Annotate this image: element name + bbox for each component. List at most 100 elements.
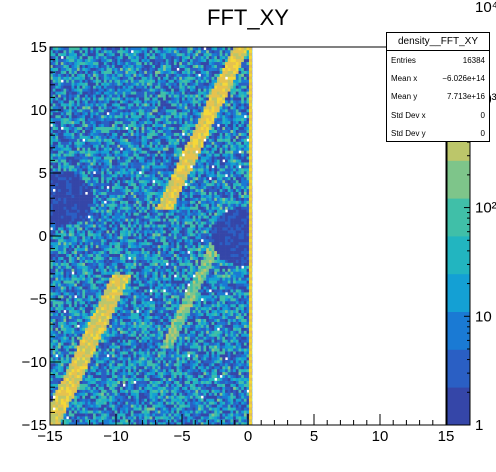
heatmap-cell — [198, 345, 202, 349]
heatmap-cell — [181, 306, 185, 311]
heatmap-cell — [214, 342, 218, 346]
heatmap-cell — [157, 318, 161, 322]
heatmap-cell — [136, 256, 140, 260]
heatmap-cell — [85, 389, 88, 393]
heatmap-cell — [176, 324, 180, 328]
heatmap-cell — [163, 227, 167, 231]
heatmap-cell — [160, 250, 164, 255]
heatmap-cell — [146, 360, 150, 364]
heatmap-cell — [138, 401, 142, 405]
heatmap-cell — [230, 377, 234, 381]
heatmap-cell — [246, 303, 250, 308]
heatmap-cell — [246, 230, 250, 234]
heatmap-cell — [160, 256, 164, 260]
heatmap-cell — [241, 357, 245, 361]
heatmap-cell — [241, 404, 245, 408]
heatmap-cell — [130, 292, 134, 296]
heatmap-cell — [165, 383, 169, 387]
heatmap-cell — [246, 300, 250, 305]
heatmap-cell — [58, 230, 62, 234]
heatmap-cell — [155, 233, 159, 237]
heatmap-cell — [101, 345, 105, 349]
heatmap-cell — [171, 380, 175, 384]
heatmap-cell — [219, 362, 223, 367]
heatmap-cell — [149, 410, 153, 414]
heatmap-cell — [63, 244, 67, 249]
heatmap-cell — [152, 333, 156, 337]
heatmap-cell — [203, 318, 207, 322]
heatmap-cell — [114, 312, 118, 317]
heatmap-cell — [179, 271, 183, 275]
heatmap-cell — [149, 398, 153, 402]
heatmap-cell — [230, 336, 234, 340]
heatmap-cell — [138, 374, 142, 379]
heatmap-cell — [168, 241, 172, 246]
heatmap-cell — [90, 422, 94, 426]
heatmap-cell — [241, 422, 245, 426]
heatmap-cell — [82, 298, 86, 302]
heatmap-cell — [155, 330, 159, 334]
heatmap-cell — [208, 295, 212, 299]
heatmap-cell — [136, 303, 140, 308]
heatmap-cell — [214, 244, 218, 249]
heatmap-cell — [243, 422, 247, 426]
heatmap-cell — [163, 342, 167, 346]
heatmap-cell — [163, 274, 167, 278]
heatmap-cell — [93, 315, 97, 319]
heatmap-cell — [165, 374, 169, 379]
heatmap-cell — [230, 233, 234, 237]
heatmap-cell — [103, 230, 107, 234]
heatmap-cell — [106, 333, 110, 337]
heatmap-cell — [152, 238, 156, 243]
heatmap-cell — [60, 380, 64, 384]
heatmap-cell — [198, 377, 202, 381]
heatmap-cell — [225, 280, 229, 284]
heatmap-cell — [76, 277, 80, 281]
heatmap-cell — [55, 241, 59, 246]
heatmap-cell — [103, 395, 107, 399]
heatmap-cell — [179, 389, 183, 393]
heatmap-cell — [219, 262, 223, 266]
heatmap-cell — [111, 362, 115, 367]
heatmap-cell — [219, 256, 223, 260]
heatmap-cell — [138, 298, 142, 302]
heatmap-cell — [230, 389, 234, 393]
heatmap-cell — [117, 374, 121, 379]
heatmap-cell — [238, 401, 242, 405]
heatmap-cell — [198, 360, 202, 364]
heatmap-cell — [120, 374, 123, 379]
heatmap-cell — [146, 306, 150, 311]
heatmap-cell — [233, 236, 237, 240]
heatmap-cell — [74, 330, 78, 334]
heatmap-cell — [95, 348, 99, 352]
heatmap-cell — [58, 247, 62, 252]
heatmap-cell — [128, 283, 132, 287]
heatmap-cell — [246, 339, 250, 343]
heatmap-cell — [233, 292, 237, 296]
heatmap-cell — [101, 324, 105, 328]
heatmap-cell — [238, 333, 242, 337]
heatmap-cell — [98, 342, 102, 346]
heatmap-cell — [125, 289, 129, 293]
heatmap-cell — [149, 309, 153, 314]
heatmap-cell — [211, 422, 215, 426]
heatmap-cell — [176, 380, 180, 384]
heatmap-cell — [198, 318, 202, 322]
heatmap-cell — [230, 277, 234, 281]
heatmap-cell — [74, 324, 78, 328]
heatmap-cell — [141, 419, 145, 423]
heatmap-cell — [138, 277, 142, 281]
heatmap-cell — [52, 324, 56, 328]
heatmap-cell — [103, 227, 107, 231]
heatmap-cell — [138, 253, 142, 257]
heatmap-cell — [71, 241, 75, 246]
heatmap-cell — [243, 300, 247, 305]
heatmap-cell — [211, 265, 215, 269]
heatmap-cell — [106, 404, 110, 408]
heatmap-cell — [79, 351, 83, 355]
heatmap-cell — [195, 389, 199, 393]
heatmap-cell — [235, 306, 239, 311]
heatmap-cell — [235, 416, 239, 420]
heatmap-cell — [243, 271, 247, 275]
heatmap-cell — [173, 253, 177, 257]
